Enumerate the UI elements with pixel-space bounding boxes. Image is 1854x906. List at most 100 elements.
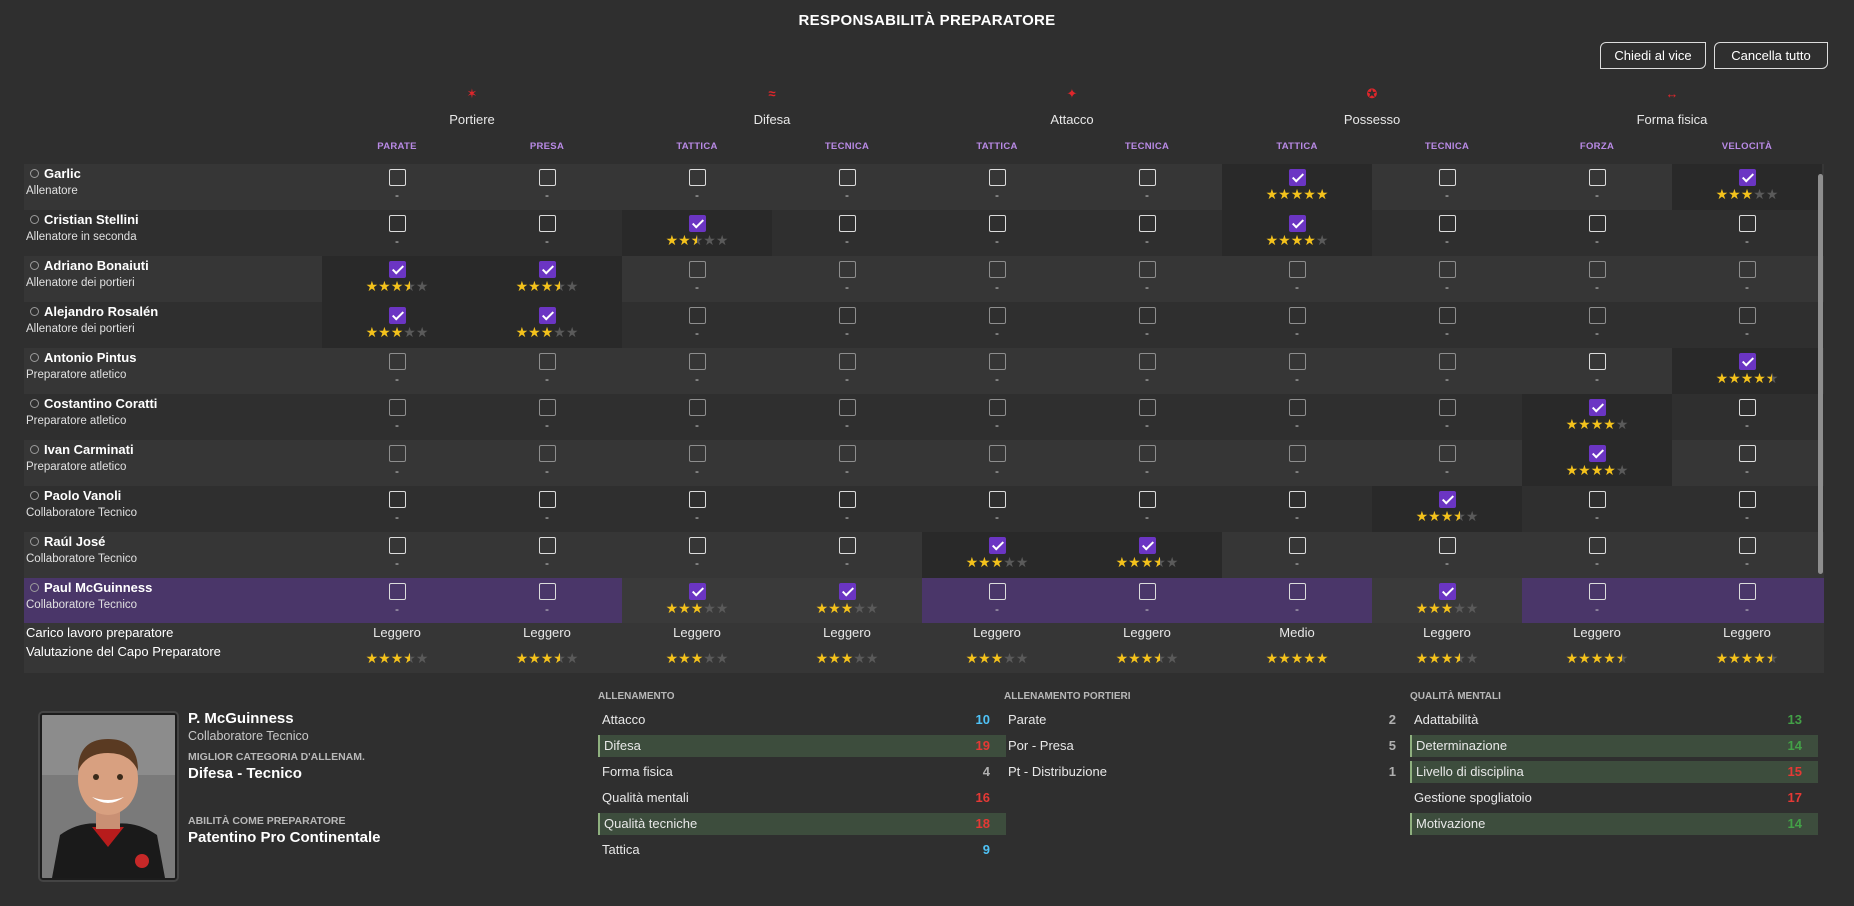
responsibility-checkbox[interactable] — [389, 353, 406, 370]
responsibility-checkbox[interactable] — [839, 353, 856, 370]
responsibility-checkbox[interactable] — [539, 169, 556, 186]
responsibility-checkbox[interactable] — [539, 307, 556, 324]
responsibility-checkbox[interactable] — [989, 537, 1006, 554]
responsibility-checkbox[interactable] — [1439, 583, 1456, 600]
subcategory-header-9[interactable]: VELOCITÀ — [1721, 141, 1773, 152]
subcategory-header-2[interactable]: TATTICA — [676, 141, 718, 152]
responsibility-checkbox[interactable] — [1589, 261, 1606, 278]
responsibility-checkbox[interactable] — [1289, 537, 1306, 554]
staff-cell[interactable]: Garlic Allenatore — [24, 164, 322, 210]
staff-row[interactable]: Raúl José Collaboratore Tecnico - - - - ★★★★★ ★… — [24, 532, 1824, 578]
subcategory-header-1[interactable]: PRESA — [529, 141, 565, 152]
responsibility-checkbox[interactable] — [539, 537, 556, 554]
staff-row[interactable]: Paul McGuinness Collaboratore Tecnico - - ★★… — [24, 578, 1824, 624]
responsibility-checkbox[interactable] — [989, 261, 1006, 278]
responsibility-checkbox[interactable] — [1589, 307, 1606, 324]
responsibility-checkbox[interactable] — [389, 537, 406, 554]
responsibility-checkbox[interactable] — [1589, 169, 1606, 186]
responsibility-checkbox[interactable] — [839, 215, 856, 232]
responsibility-checkbox[interactable] — [1139, 307, 1156, 324]
staff-cell[interactable]: Ivan Carminati Preparatore atletico — [24, 440, 322, 486]
responsibility-checkbox[interactable] — [389, 399, 406, 416]
responsibility-checkbox[interactable] — [1739, 537, 1756, 554]
responsibility-checkbox[interactable] — [1139, 491, 1156, 508]
responsibility-checkbox[interactable] — [1739, 445, 1756, 462]
responsibility-checkbox[interactable] — [1589, 399, 1606, 416]
responsibility-checkbox[interactable] — [1439, 169, 1456, 186]
responsibility-checkbox[interactable] — [839, 169, 856, 186]
responsibility-checkbox[interactable] — [989, 445, 1006, 462]
responsibility-checkbox[interactable] — [1589, 215, 1606, 232]
responsibility-checkbox[interactable] — [1139, 261, 1156, 278]
responsibility-checkbox[interactable] — [1139, 445, 1156, 462]
responsibility-checkbox[interactable] — [689, 353, 706, 370]
responsibility-checkbox[interactable] — [989, 399, 1006, 416]
staff-row[interactable]: Adriano Bonaiuti Allenatore dei portieri ★… — [24, 256, 1824, 302]
responsibility-checkbox[interactable] — [1739, 491, 1756, 508]
responsibility-checkbox[interactable] — [1739, 399, 1756, 416]
responsibility-checkbox[interactable] — [1289, 169, 1306, 186]
staff-cell[interactable]: Adriano Bonaiuti Allenatore dei portieri — [24, 256, 322, 302]
staff-row[interactable]: Antonio Pintus Preparatore atletico - - - - - -… — [24, 348, 1824, 394]
responsibility-checkbox[interactable] — [839, 307, 856, 324]
responsibility-checkbox[interactable] — [1739, 169, 1756, 186]
responsibility-checkbox[interactable] — [1139, 399, 1156, 416]
responsibility-checkbox[interactable] — [539, 353, 556, 370]
responsibility-checkbox[interactable] — [1289, 583, 1306, 600]
responsibility-checkbox[interactable] — [1439, 491, 1456, 508]
responsibility-checkbox[interactable] — [1289, 445, 1306, 462]
responsibility-checkbox[interactable] — [389, 491, 406, 508]
responsibility-checkbox[interactable] — [689, 583, 706, 600]
responsibility-checkbox[interactable] — [1139, 353, 1156, 370]
responsibility-checkbox[interactable] — [1139, 537, 1156, 554]
responsibility-checkbox[interactable] — [1139, 215, 1156, 232]
responsibility-checkbox[interactable] — [389, 215, 406, 232]
staff-row[interactable]: Paolo Vanoli Collaboratore Tecnico - - - - - - -… — [24, 486, 1824, 532]
responsibility-checkbox[interactable] — [689, 169, 706, 186]
subcategory-header-4[interactable]: TATTICA — [976, 141, 1018, 152]
responsibility-checkbox[interactable] — [839, 583, 856, 600]
responsibility-checkbox[interactable] — [1439, 399, 1456, 416]
responsibility-checkbox[interactable] — [1289, 215, 1306, 232]
responsibility-checkbox[interactable] — [1439, 445, 1456, 462]
responsibility-checkbox[interactable] — [689, 491, 706, 508]
responsibility-checkbox[interactable] — [539, 261, 556, 278]
responsibility-checkbox[interactable] — [989, 215, 1006, 232]
responsibility-checkbox[interactable] — [1289, 491, 1306, 508]
staff-row[interactable]: Alejandro Rosalén Allenatore dei portieri… — [24, 302, 1824, 348]
staff-row[interactable]: Cristian Stellini Allenatore in seconda - -… — [24, 210, 1824, 256]
scrollbar[interactable] — [1818, 174, 1823, 574]
clear-all-button[interactable]: Cancella tutto — [1714, 42, 1828, 69]
responsibility-checkbox[interactable] — [839, 491, 856, 508]
staff-row[interactable]: Ivan Carminati Preparatore atletico - - - - - -… — [24, 440, 1824, 486]
responsibility-checkbox[interactable] — [689, 537, 706, 554]
responsibility-checkbox[interactable] — [1439, 215, 1456, 232]
staff-cell[interactable]: Paul McGuinness Collaboratore Tecnico — [24, 578, 322, 624]
responsibility-checkbox[interactable] — [539, 583, 556, 600]
responsibility-checkbox[interactable] — [1739, 261, 1756, 278]
responsibility-checkbox[interactable] — [1439, 353, 1456, 370]
staff-row[interactable]: Costantino Coratti Preparatore atletico - -… — [24, 394, 1824, 440]
staff-cell[interactable]: Antonio Pintus Preparatore atletico — [24, 348, 322, 394]
responsibility-checkbox[interactable] — [839, 261, 856, 278]
responsibility-checkbox[interactable] — [1589, 491, 1606, 508]
responsibility-checkbox[interactable] — [1739, 307, 1756, 324]
responsibility-checkbox[interactable] — [689, 445, 706, 462]
subcategory-header-3[interactable]: TECNICA — [824, 141, 870, 152]
staff-row[interactable]: Garlic Allenatore - - - - - - ★★★★★ - - ★★★★★ — [24, 164, 1824, 210]
staff-cell[interactable]: Alejandro Rosalén Allenatore dei portieri — [24, 302, 322, 348]
responsibility-checkbox[interactable] — [1289, 307, 1306, 324]
ask-assistant-button[interactable]: Chiedi al vice — [1600, 42, 1706, 69]
responsibility-checkbox[interactable] — [1439, 537, 1456, 554]
responsibility-checkbox[interactable] — [989, 583, 1006, 600]
responsibility-checkbox[interactable] — [539, 215, 556, 232]
responsibility-checkbox[interactable] — [989, 353, 1006, 370]
responsibility-checkbox[interactable] — [689, 399, 706, 416]
responsibility-checkbox[interactable] — [1589, 445, 1606, 462]
responsibility-checkbox[interactable] — [539, 445, 556, 462]
staff-cell[interactable]: Costantino Coratti Preparatore atletico — [24, 394, 322, 440]
responsibility-checkbox[interactable] — [1589, 537, 1606, 554]
responsibility-checkbox[interactable] — [839, 537, 856, 554]
responsibility-checkbox[interactable] — [1739, 353, 1756, 370]
responsibility-checkbox[interactable] — [1589, 583, 1606, 600]
